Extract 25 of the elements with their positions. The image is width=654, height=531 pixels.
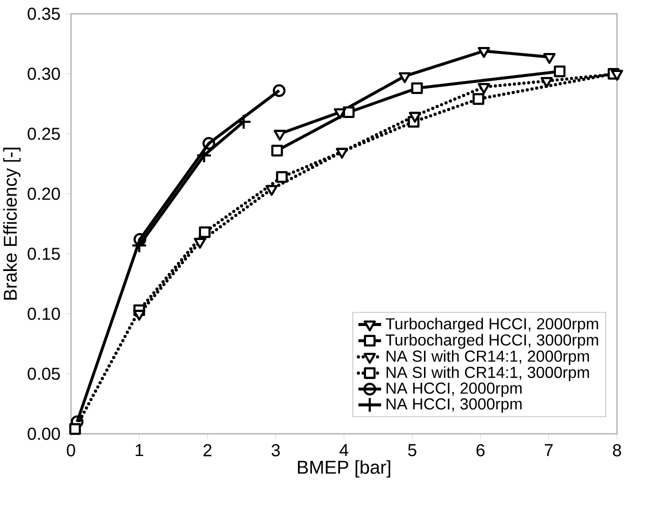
- x-axis-title: BMEP [bar]: [298, 460, 390, 478]
- x-tick-label: 7: [544, 444, 553, 456]
- y-tick-label: 0.05: [28, 368, 60, 380]
- x-tick-label: 5: [408, 444, 416, 456]
- x-tick-label: 1: [136, 444, 144, 456]
- legend-label: Turbocharged HCCI, 3000rpm: [386, 334, 598, 349]
- x-tick-label: 2: [204, 444, 212, 456]
- y-axis-title: Brake Efficiency [-]: [3, 148, 21, 300]
- legend-label: Turbocharged HCCI, 2000rpm: [386, 318, 598, 333]
- legend-label: NA SI with CR14:1, 2000rpm: [386, 350, 589, 365]
- legend-label: NA HCCI, 2000rpm: [386, 382, 522, 397]
- y-tick-label: 0.00: [28, 428, 60, 440]
- x-tick-label: 8: [612, 444, 622, 456]
- x-tick-label: 4: [340, 444, 348, 456]
- y-tick-label: 0.20: [28, 188, 60, 200]
- legend-label: NA SI with CR14:1, 3000rpm: [386, 366, 589, 382]
- legend-label: NA HCCI, 3000rpm: [386, 398, 522, 413]
- y-tick-label: 0.35: [28, 8, 60, 20]
- y-tick-label: 0.25: [28, 128, 60, 140]
- x-tick-label: 3: [272, 444, 280, 456]
- y-tick-label: 0.10: [28, 308, 60, 320]
- y-tick-label: 0.30: [28, 68, 60, 80]
- x-tick-label: 6: [476, 444, 485, 456]
- x-tick-label: 0: [66, 444, 76, 456]
- y-tick-label: 0.15: [28, 248, 60, 260]
